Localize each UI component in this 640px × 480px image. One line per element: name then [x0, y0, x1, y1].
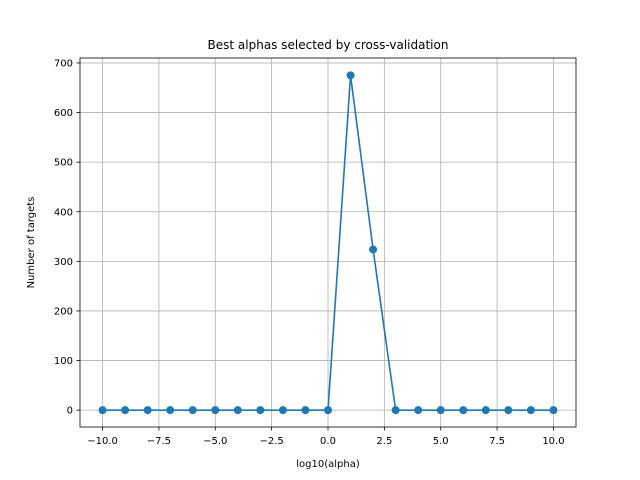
data-point — [436, 406, 445, 415]
data-point — [233, 406, 242, 415]
data-point — [143, 406, 152, 415]
y-tick-label: 600 — [54, 108, 73, 119]
x-tick-label: −10.0 — [87, 436, 118, 447]
data-point — [256, 406, 265, 415]
data-point — [414, 406, 423, 415]
y-tick-label: 700 — [54, 58, 73, 69]
data-point — [211, 406, 220, 415]
x-axis-label: log10(alpha) — [296, 459, 360, 470]
data-point — [121, 406, 130, 415]
y-tick-label: 400 — [54, 207, 73, 218]
series — [98, 71, 558, 415]
data-point — [391, 406, 400, 415]
x-tick-label: 7.5 — [489, 436, 505, 447]
y-tick-label: 200 — [54, 306, 73, 317]
data-point — [526, 406, 535, 415]
ticks: −10.0 −7.5 −5.0 −2.5 0.0 2.5 5.0 7.5 10.0 0 100 200… — [54, 58, 565, 447]
data-point — [459, 406, 468, 415]
data-point — [324, 406, 332, 415]
data-point — [481, 406, 490, 415]
x-tick-label: −2.5 — [259, 436, 283, 447]
data-point — [346, 71, 355, 80]
y-tick-label: 300 — [54, 257, 73, 268]
y-tick-label: 0 — [67, 406, 73, 417]
x-tick-label: −5.0 — [203, 436, 227, 447]
x-tick-label: 2.5 — [376, 436, 392, 447]
y-tick-label: 500 — [54, 158, 73, 169]
data-point — [98, 406, 107, 415]
data-point — [166, 406, 175, 415]
y-axis-label: Number of targets — [26, 197, 37, 289]
data-point — [188, 406, 197, 415]
x-tick-label: 5.0 — [433, 436, 449, 447]
x-tick-label: 0.0 — [320, 436, 336, 447]
x-tick-label: −7.5 — [147, 436, 171, 447]
data-point — [504, 406, 513, 415]
data-point — [278, 406, 287, 415]
data-point — [369, 245, 378, 254]
grid — [80, 58, 576, 427]
data-point — [301, 406, 310, 415]
data-point — [549, 406, 558, 415]
x-tick-label: 10.0 — [542, 436, 564, 447]
chart-title: Best alphas selected by cross-validation — [208, 38, 449, 52]
y-tick-label: 100 — [54, 356, 73, 367]
